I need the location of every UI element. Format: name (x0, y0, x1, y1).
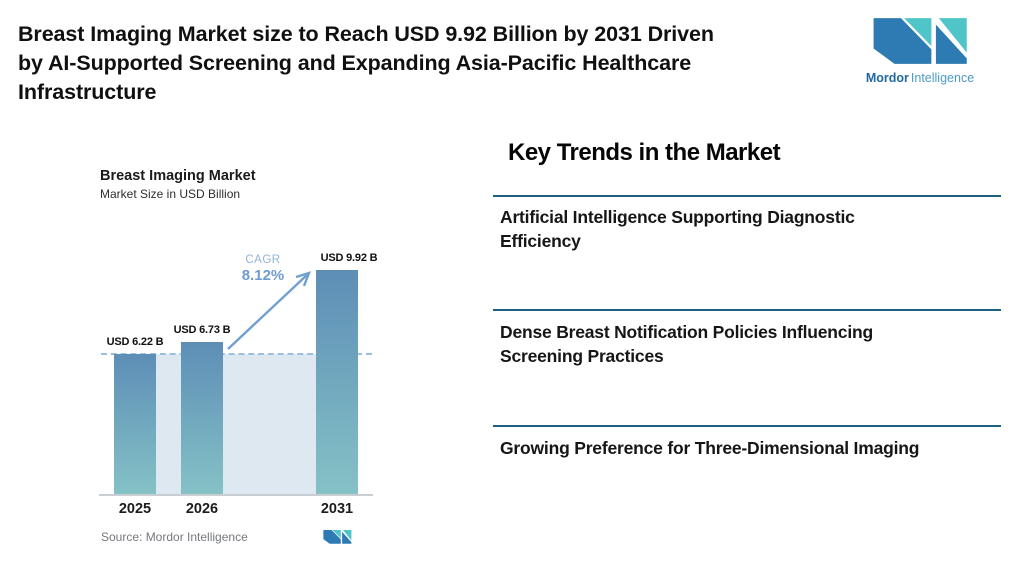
trend-item-line: Dense Breast Notification Policies Influ… (500, 322, 873, 342)
bar-value-label-2025: USD 6.22 B (106, 336, 164, 348)
wordmark-bold: Mordor (865, 71, 909, 85)
trend-divider (493, 425, 1001, 427)
trend-item-three-dimensional-imaging: Growing Preference for Three-Dimensional… (500, 436, 990, 460)
trend-divider (493, 195, 1001, 197)
page-title-line: by AI-Supported Screening and Expanding … (18, 51, 692, 75)
trend-item-line: Artificial Intelligence Supporting Diagn… (500, 207, 855, 227)
page-title: Breast Imaging Market size to Reach USD … (18, 20, 858, 107)
chart-subtitle: Market Size in USD Billion (100, 187, 241, 201)
cagr-value: 8.12% (241, 267, 285, 284)
cagr-label: CAGR (245, 254, 281, 266)
trend-item-line: Efficiency (500, 231, 581, 251)
trend-divider (493, 309, 1001, 311)
mordor-logo-icon (873, 18, 967, 64)
x-axis-line (99, 494, 373, 496)
bar-2031 (316, 270, 358, 495)
x-axis-label-2025: 2025 (118, 501, 152, 517)
trend-item-line: Screening Practices (500, 346, 664, 366)
x-axis-label-2031: 2031 (320, 501, 354, 517)
cagr-annotation: CAGR 8.12% (227, 254, 299, 284)
trends-heading: Key Trends in the Market (508, 139, 781, 166)
mordor-intelligence-logo: Mordor Intelligence (862, 15, 978, 85)
trend-item-dense-breast-notification: Dense Breast Notification Policies Influ… (500, 320, 990, 368)
bar-2026 (181, 342, 223, 495)
wordmark-light: Intelligence (910, 71, 975, 85)
bar-2025 (114, 354, 156, 495)
source-note: Source: Mordor Intelligence (101, 530, 248, 544)
bar-value-label-2031: USD 9.92 B (320, 252, 378, 264)
bar-value-label-2026: USD 6.73 B (173, 324, 231, 336)
mordor-logo-wordmark: Mordor Intelligence (862, 71, 978, 85)
page-title-line: Infrastructure (18, 80, 157, 104)
page-title-line: Breast Imaging Market size to Reach USD … (18, 22, 714, 46)
trend-item-ai-diagnostic-efficiency: Artificial Intelligence Supporting Diagn… (500, 205, 990, 253)
chart-title: Breast Imaging Market (100, 168, 256, 184)
trend-item-line: Growing Preference for Three-Dimensional… (500, 438, 920, 458)
x-axis-label-2026: 2026 (185, 501, 219, 517)
chart-baseline-dashed-line (101, 353, 372, 355)
mordor-logo-mini-icon (323, 529, 352, 544)
